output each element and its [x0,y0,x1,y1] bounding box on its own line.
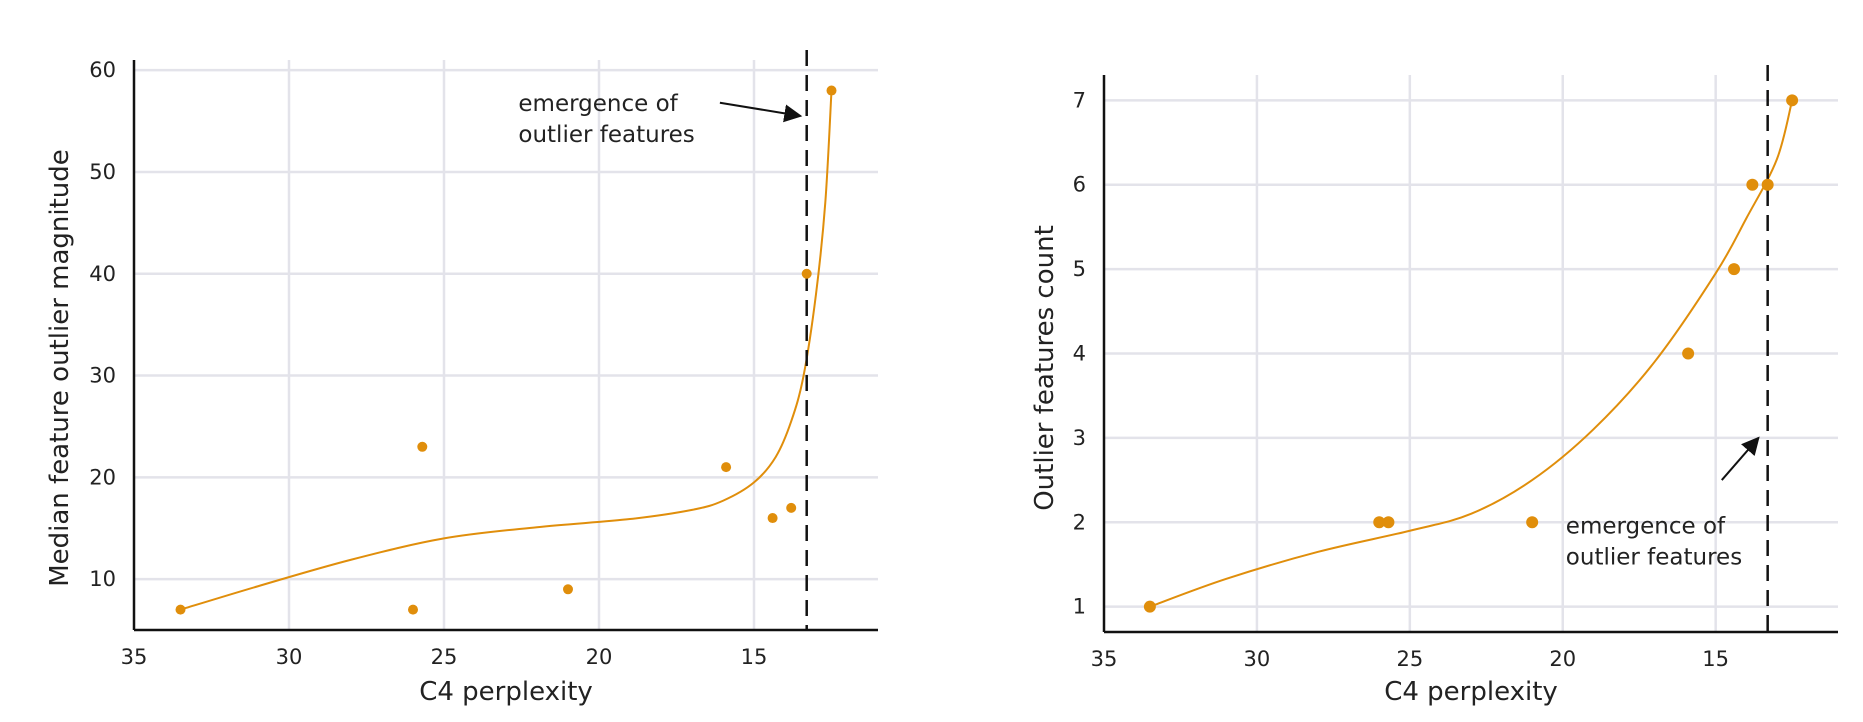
y-tick-label: 1 [1073,595,1086,619]
x-axis-label: C4 perplexity [419,677,593,707]
x-tick-label: 15 [741,645,768,669]
annotation-text: emergence of [518,91,678,117]
data-point [1746,178,1759,191]
data-point [563,584,573,595]
fit-curve [180,90,833,611]
y-tick-label: 10 [89,567,116,591]
data-point [1382,516,1395,529]
x-tick-label: 35 [121,645,148,669]
data-point [1728,263,1741,276]
y-tick-label: 5 [1073,257,1086,281]
gridlines [1104,75,1838,632]
y-axis-label: Outlier features count [1030,225,1060,511]
panel-outlier-features-count: 35 30 25 20 15 1 2 3 4 5 6 7 C4 perplexity Outlier fe… [1030,65,1838,707]
x-tick-label: 20 [586,645,613,669]
annotation-text: outlier features [518,122,694,148]
data-point [1373,516,1386,529]
data-point [1526,516,1539,529]
panel-median-outlier-magnitude: 35 30 25 20 15 10 20 30 40 50 60 C4 perplexity Media… [45,50,878,707]
annotation-arrow [719,101,803,123]
y-axis-label: Median feature outlier magnitude [45,149,75,587]
data-point [417,441,428,452]
x-tick-label: 25 [431,645,458,669]
x-tick-label: 30 [1244,647,1271,671]
gridlines [134,60,878,630]
data-point [1786,94,1799,107]
annotation-arrow [1721,436,1760,481]
y-tick-label: 30 [89,364,116,388]
y-tick-label: 7 [1073,88,1086,112]
y-tick-label: 4 [1073,342,1086,366]
y-tick-label: 20 [89,465,116,489]
data-point [767,513,778,524]
x-tick-label: 25 [1396,647,1423,671]
y-tick-label: 6 [1073,173,1086,197]
data-point [175,604,186,615]
data-point [721,462,732,473]
x-tick-label: 20 [1549,647,1576,671]
x-tick-label: 35 [1091,647,1118,671]
x-tick-label: 30 [276,645,303,669]
annotation-text: emergence of [1566,513,1726,539]
y-tick-label: 50 [89,160,116,184]
y-tick-label: 40 [89,262,116,286]
data-point [408,604,418,615]
data-point [786,502,797,513]
annotation-text: outlier features [1566,544,1742,570]
y-tick-label: 3 [1073,426,1086,450]
x-axis-label: C4 perplexity [1384,677,1558,707]
data-point [801,268,812,279]
fit-curve [1149,100,1794,608]
y-tick-label: 60 [89,58,116,82]
x-tick-label: 15 [1702,647,1729,671]
data-point [1761,178,1774,191]
data-point [1143,600,1156,613]
data-point [1682,347,1695,360]
data-point [826,85,837,96]
y-tick-label: 2 [1073,510,1086,534]
